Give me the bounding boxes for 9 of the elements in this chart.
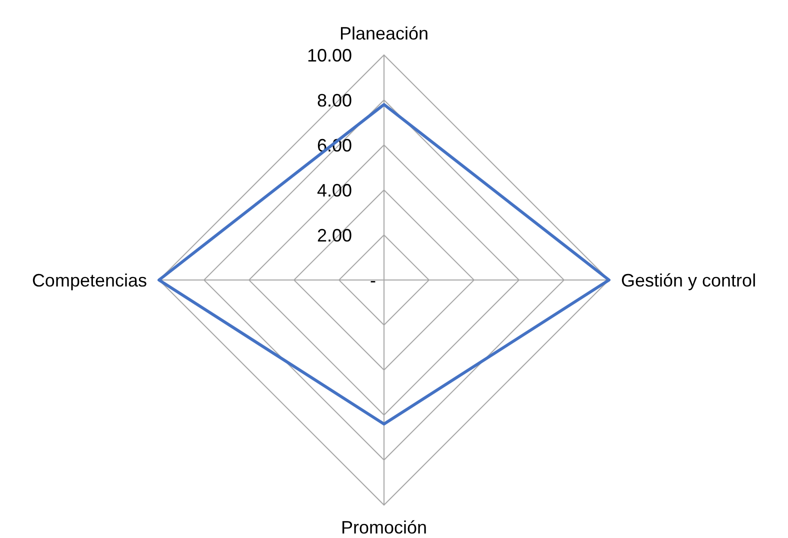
- spoke-label: Gestión y control: [621, 270, 756, 290]
- spoke-label: Planeación: [339, 23, 429, 44]
- y-tick-label: 10.00: [306, 45, 352, 66]
- spoke-label: Competencias: [32, 270, 147, 290]
- spoke-label: Promoción: [340, 517, 428, 538]
- y-tick-label: -: [370, 270, 376, 290]
- y-tick-label: 4.00: [316, 180, 352, 200]
- y-tick-label: 2.00: [316, 225, 352, 246]
- y-tick-label: 8.00: [316, 90, 352, 110]
